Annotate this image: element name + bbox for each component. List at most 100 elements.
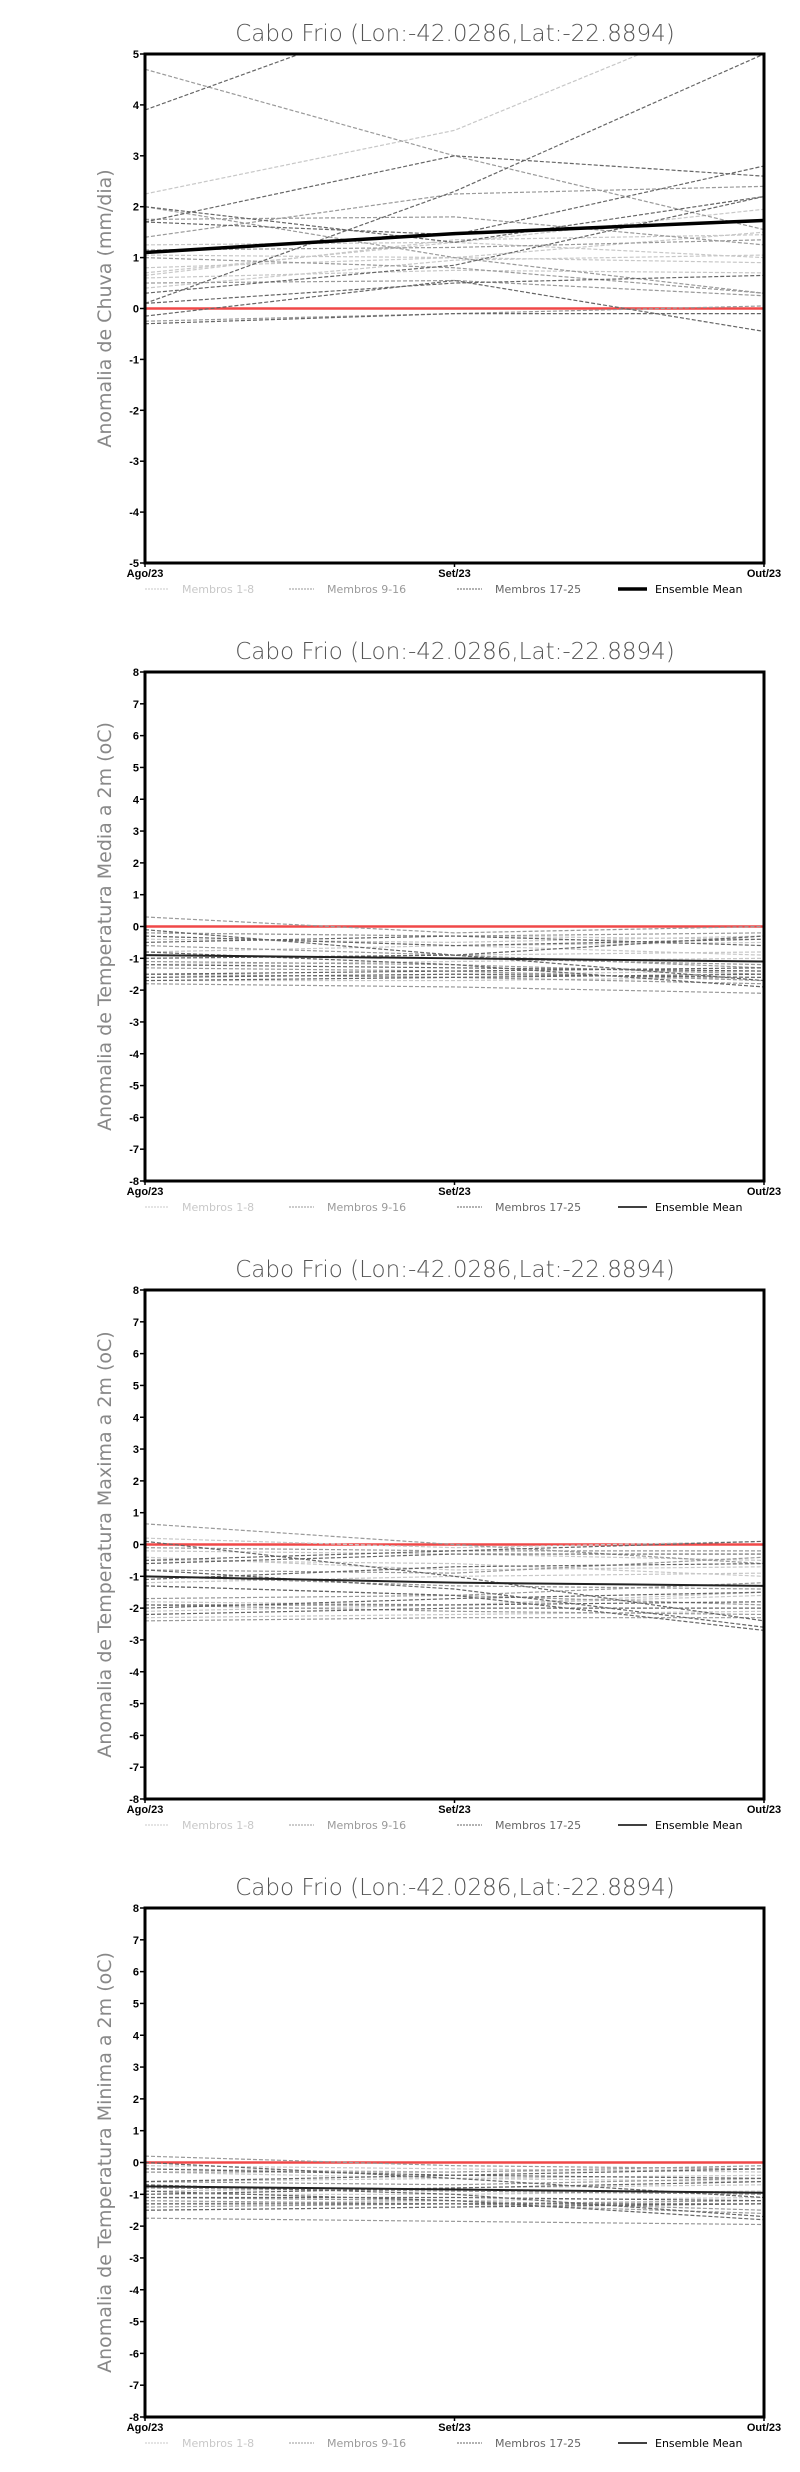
ensemble-mean-line xyxy=(145,2185,764,2194)
y-tick-label: 7 xyxy=(133,1317,139,1329)
chart-3: Cabo Frio (Lon:-42.0286,Lat:-22.8894) Ano… xyxy=(94,1257,781,1832)
y-axis-label: Anomalia de Temperatura Minima a 2m (oC) xyxy=(94,1952,116,2373)
legend-label: Membros 9-16 xyxy=(327,2437,406,2450)
y-tick-label: -3 xyxy=(129,2253,139,2265)
legend: Membros 1-8 Membros 9-16 Membros 17-25 Ense… xyxy=(145,583,742,596)
y-tick-label: 3 xyxy=(133,2062,139,2074)
y-tick-label: -5 xyxy=(129,1081,139,1093)
y-axis-label: Anomalia de Chuva (mm/dia) xyxy=(94,169,116,447)
x-tick-label: Ago/23 xyxy=(127,2422,164,2434)
y-tick-label: -4 xyxy=(129,507,140,519)
member-line-membros-9-16-3 xyxy=(145,1556,764,1574)
member-line-membros-17-25-4 xyxy=(145,2203,764,2211)
y-tick-label: 0 xyxy=(133,304,139,316)
legend-item: Membros 1-8 xyxy=(145,1819,254,1832)
chart-1: Cabo Frio (Lon:-42.0286,Lat:-22.8894) Ano… xyxy=(94,21,781,596)
y-tick-label: 3 xyxy=(133,826,139,838)
member-line-membros-1-8-7 xyxy=(145,976,764,982)
y-tick-label: -4 xyxy=(129,2285,140,2297)
y-tick-label: 5 xyxy=(133,1998,139,2010)
ensemble-mean-line xyxy=(145,218,764,255)
member-line-membros-17-25-1 xyxy=(145,929,764,982)
member-line-membros-1-8-8 xyxy=(145,1537,764,1549)
member-line-membros-9-16-5 xyxy=(145,279,764,297)
legend-item: Ensemble Mean xyxy=(618,1201,742,1214)
y-tick-label: -1 xyxy=(129,2189,139,2201)
member-line-membros-1-8-4 xyxy=(145,269,764,279)
y-tick-label: 2 xyxy=(133,1476,139,1488)
member-line-membros-9-16-1 xyxy=(145,1523,764,1565)
y-tick-label: -5 xyxy=(129,2317,139,2329)
chart-title: Cabo Frio (Lon:-42.0286,Lat:-22.8894) xyxy=(235,639,674,665)
legend-item: Membros 17-25 xyxy=(457,1201,581,1214)
y-tick-label: -5 xyxy=(129,1699,139,1711)
legend-label: Membros 9-16 xyxy=(327,1201,406,1214)
y-tick-label: 6 xyxy=(133,1967,139,1979)
legend-label: Membros 17-25 xyxy=(495,2437,581,2450)
member-line-membros-17-25-7 xyxy=(145,935,764,959)
legend-item: Membros 1-8 xyxy=(145,1201,254,1214)
y-tick-label: -8 xyxy=(129,1794,139,1806)
legend-item: Membros 1-8 xyxy=(145,583,254,596)
member-line-membros-17-25-4 xyxy=(145,973,764,982)
legend-label: Membros 9-16 xyxy=(327,1819,406,1832)
y-tick-label: -4 xyxy=(129,1667,140,1679)
y-tick-label: 2 xyxy=(133,202,139,214)
chart-4: Cabo Frio (Lon:-42.0286,Lat:-22.8894) Ano… xyxy=(94,1875,781,2450)
y-tick-label: 0 xyxy=(133,1540,139,1552)
member-line-membros-17-25-8 xyxy=(145,973,764,978)
x-tick-label: Ago/23 xyxy=(127,1804,164,1816)
member-line-membros-9-16-7 xyxy=(145,239,764,251)
y-tick-label: 8 xyxy=(133,667,139,679)
chart-title: Cabo Frio (Lon:-42.0286,Lat:-22.8894) xyxy=(235,1875,674,1901)
member-line-membros-1-8-5 xyxy=(145,234,764,277)
legend-item: Membros 17-25 xyxy=(457,1819,581,1832)
y-tick-label: 7 xyxy=(133,1935,139,1947)
member-line-membros-17-25-6 xyxy=(145,964,764,972)
y-tick-label: -2 xyxy=(129,405,139,417)
y-tick-label: -7 xyxy=(129,1762,139,1774)
y-tick-label: 8 xyxy=(133,1903,139,1915)
chart-title: Cabo Frio (Lon:-42.0286,Lat:-22.8894) xyxy=(235,1257,674,1283)
y-tick-label: -2 xyxy=(129,985,139,997)
legend-item: Ensemble Mean xyxy=(618,1819,742,1832)
y-tick-label: 4 xyxy=(133,1412,140,1424)
member-line-membros-17-25-8 xyxy=(145,279,764,332)
legend-item: Membros 1-8 xyxy=(145,2437,254,2450)
legend: Membros 1-8 Membros 9-16 Membros 17-25 Ense… xyxy=(145,2437,742,2450)
member-line-membros-1-8-6 xyxy=(145,208,764,246)
y-tick-label: -1 xyxy=(129,1571,139,1583)
y-tick-label: 1 xyxy=(133,1508,139,1520)
member-line-membros-17-25-6 xyxy=(145,2190,764,2221)
y-tick-label: -4 xyxy=(129,1049,140,1061)
member-line-membros-1-8-6 xyxy=(145,1572,764,1584)
member-line-membros-17-25-3 xyxy=(145,54,764,304)
member-line-membros-9-16-6 xyxy=(145,2165,764,2173)
member-line-membros-1-8-1 xyxy=(145,2165,764,2173)
y-tick-label: 4 xyxy=(133,100,140,112)
y-tick-label: 5 xyxy=(133,1380,139,1392)
x-tick-label: Ago/23 xyxy=(127,1186,164,1198)
series-lines xyxy=(145,916,764,994)
legend-label: Membros 1-8 xyxy=(182,583,254,596)
x-tick-label: Out/23 xyxy=(747,568,781,580)
member-line-membros-9-16-3 xyxy=(145,185,764,238)
y-tick-label: 3 xyxy=(133,151,139,163)
member-line-membros-1-8-1 xyxy=(145,54,642,195)
member-line-membros-1-8-3 xyxy=(145,256,764,269)
y-tick-label: 2 xyxy=(133,858,139,870)
chart-title: Cabo Frio (Lon:-42.0286,Lat:-22.8894) xyxy=(235,21,674,47)
member-line-membros-1-8-8 xyxy=(145,944,764,956)
legend-label: Membros 17-25 xyxy=(495,1201,581,1214)
y-tick-label: 0 xyxy=(133,922,139,934)
legend-item: Membros 9-16 xyxy=(289,1201,406,1214)
legend-label: Ensemble Mean xyxy=(655,583,742,596)
y-tick-label: 6 xyxy=(133,731,139,743)
member-line-membros-9-16-5 xyxy=(145,2217,764,2226)
legend: Membros 1-8 Membros 9-16 Membros 17-25 Ense… xyxy=(145,1819,742,1832)
legend: Membros 1-8 Membros 9-16 Membros 17-25 Ense… xyxy=(145,1201,742,1214)
ensemble-mean-line xyxy=(145,1575,764,1587)
member-line-membros-17-25-9 xyxy=(145,312,764,325)
y-tick-label: -8 xyxy=(129,1176,139,1188)
y-tick-label: -7 xyxy=(129,1144,139,1156)
